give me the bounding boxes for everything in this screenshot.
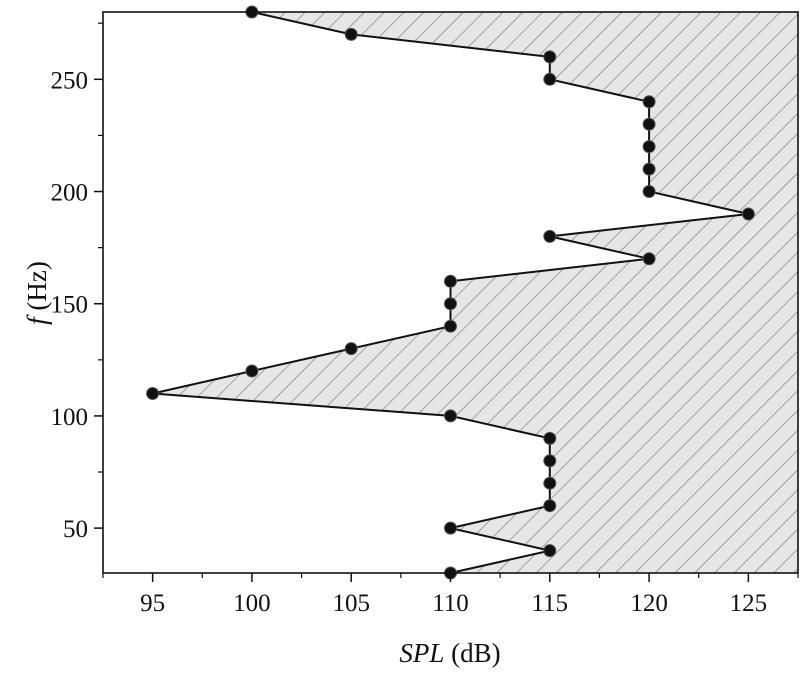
- data-point: [741, 207, 755, 221]
- x-tick-label: 125: [730, 590, 768, 617]
- x-axis-label: SPL (dB): [399, 638, 500, 668]
- y-tick-label: 100: [51, 404, 89, 431]
- data-point: [543, 72, 557, 86]
- x-axis-label-unit: (dB): [451, 638, 501, 668]
- data-point: [344, 342, 358, 356]
- data-point: [642, 162, 656, 176]
- y-tick-label: 250: [51, 67, 89, 94]
- data-point: [543, 431, 557, 445]
- data-point: [543, 229, 557, 243]
- y-tick-label: 150: [51, 292, 89, 319]
- data-point: [444, 409, 457, 423]
- data-point: [642, 117, 656, 131]
- data-point: [642, 140, 656, 154]
- data-point: [543, 476, 557, 490]
- x-tick-label: 115: [531, 590, 568, 617]
- data-point: [543, 499, 557, 513]
- x-tick-label: 120: [630, 590, 668, 617]
- data-point: [642, 95, 656, 109]
- y-axis-label-symbol: f: [22, 314, 52, 325]
- data-point: [245, 364, 259, 378]
- hatched-region: [152, 12, 798, 573]
- x-tick-label: 95: [140, 590, 165, 617]
- y-axis-ticks: 50 100 150 200 250: [51, 22, 103, 543]
- data-point: [344, 27, 358, 41]
- x-tick-label: 105: [332, 590, 370, 617]
- y-axis-label-unit: (Hz): [22, 261, 52, 310]
- data-point: [444, 297, 457, 311]
- data-point: [642, 185, 656, 198]
- data-point: [146, 387, 160, 400]
- data-point: [543, 50, 557, 64]
- x-tick-label: 100: [233, 590, 271, 617]
- hatched-area: [152, 12, 798, 573]
- data-point: [543, 544, 557, 558]
- y-axis-label: f (Hz): [22, 261, 52, 325]
- data-point: [444, 274, 457, 288]
- data-point: [444, 521, 457, 535]
- data-point: [444, 319, 457, 333]
- x-axis-ticks: 95 100 105 110 115 120 125: [102, 573, 799, 617]
- series-markers: [146, 5, 755, 580]
- y-tick-label: 200: [51, 180, 89, 207]
- x-tick-label: 110: [432, 590, 469, 617]
- data-point: [543, 454, 557, 468]
- x-axis-label-symbol: SPL: [399, 638, 444, 668]
- data-point: [642, 252, 656, 266]
- y-tick-label: 50: [63, 516, 88, 543]
